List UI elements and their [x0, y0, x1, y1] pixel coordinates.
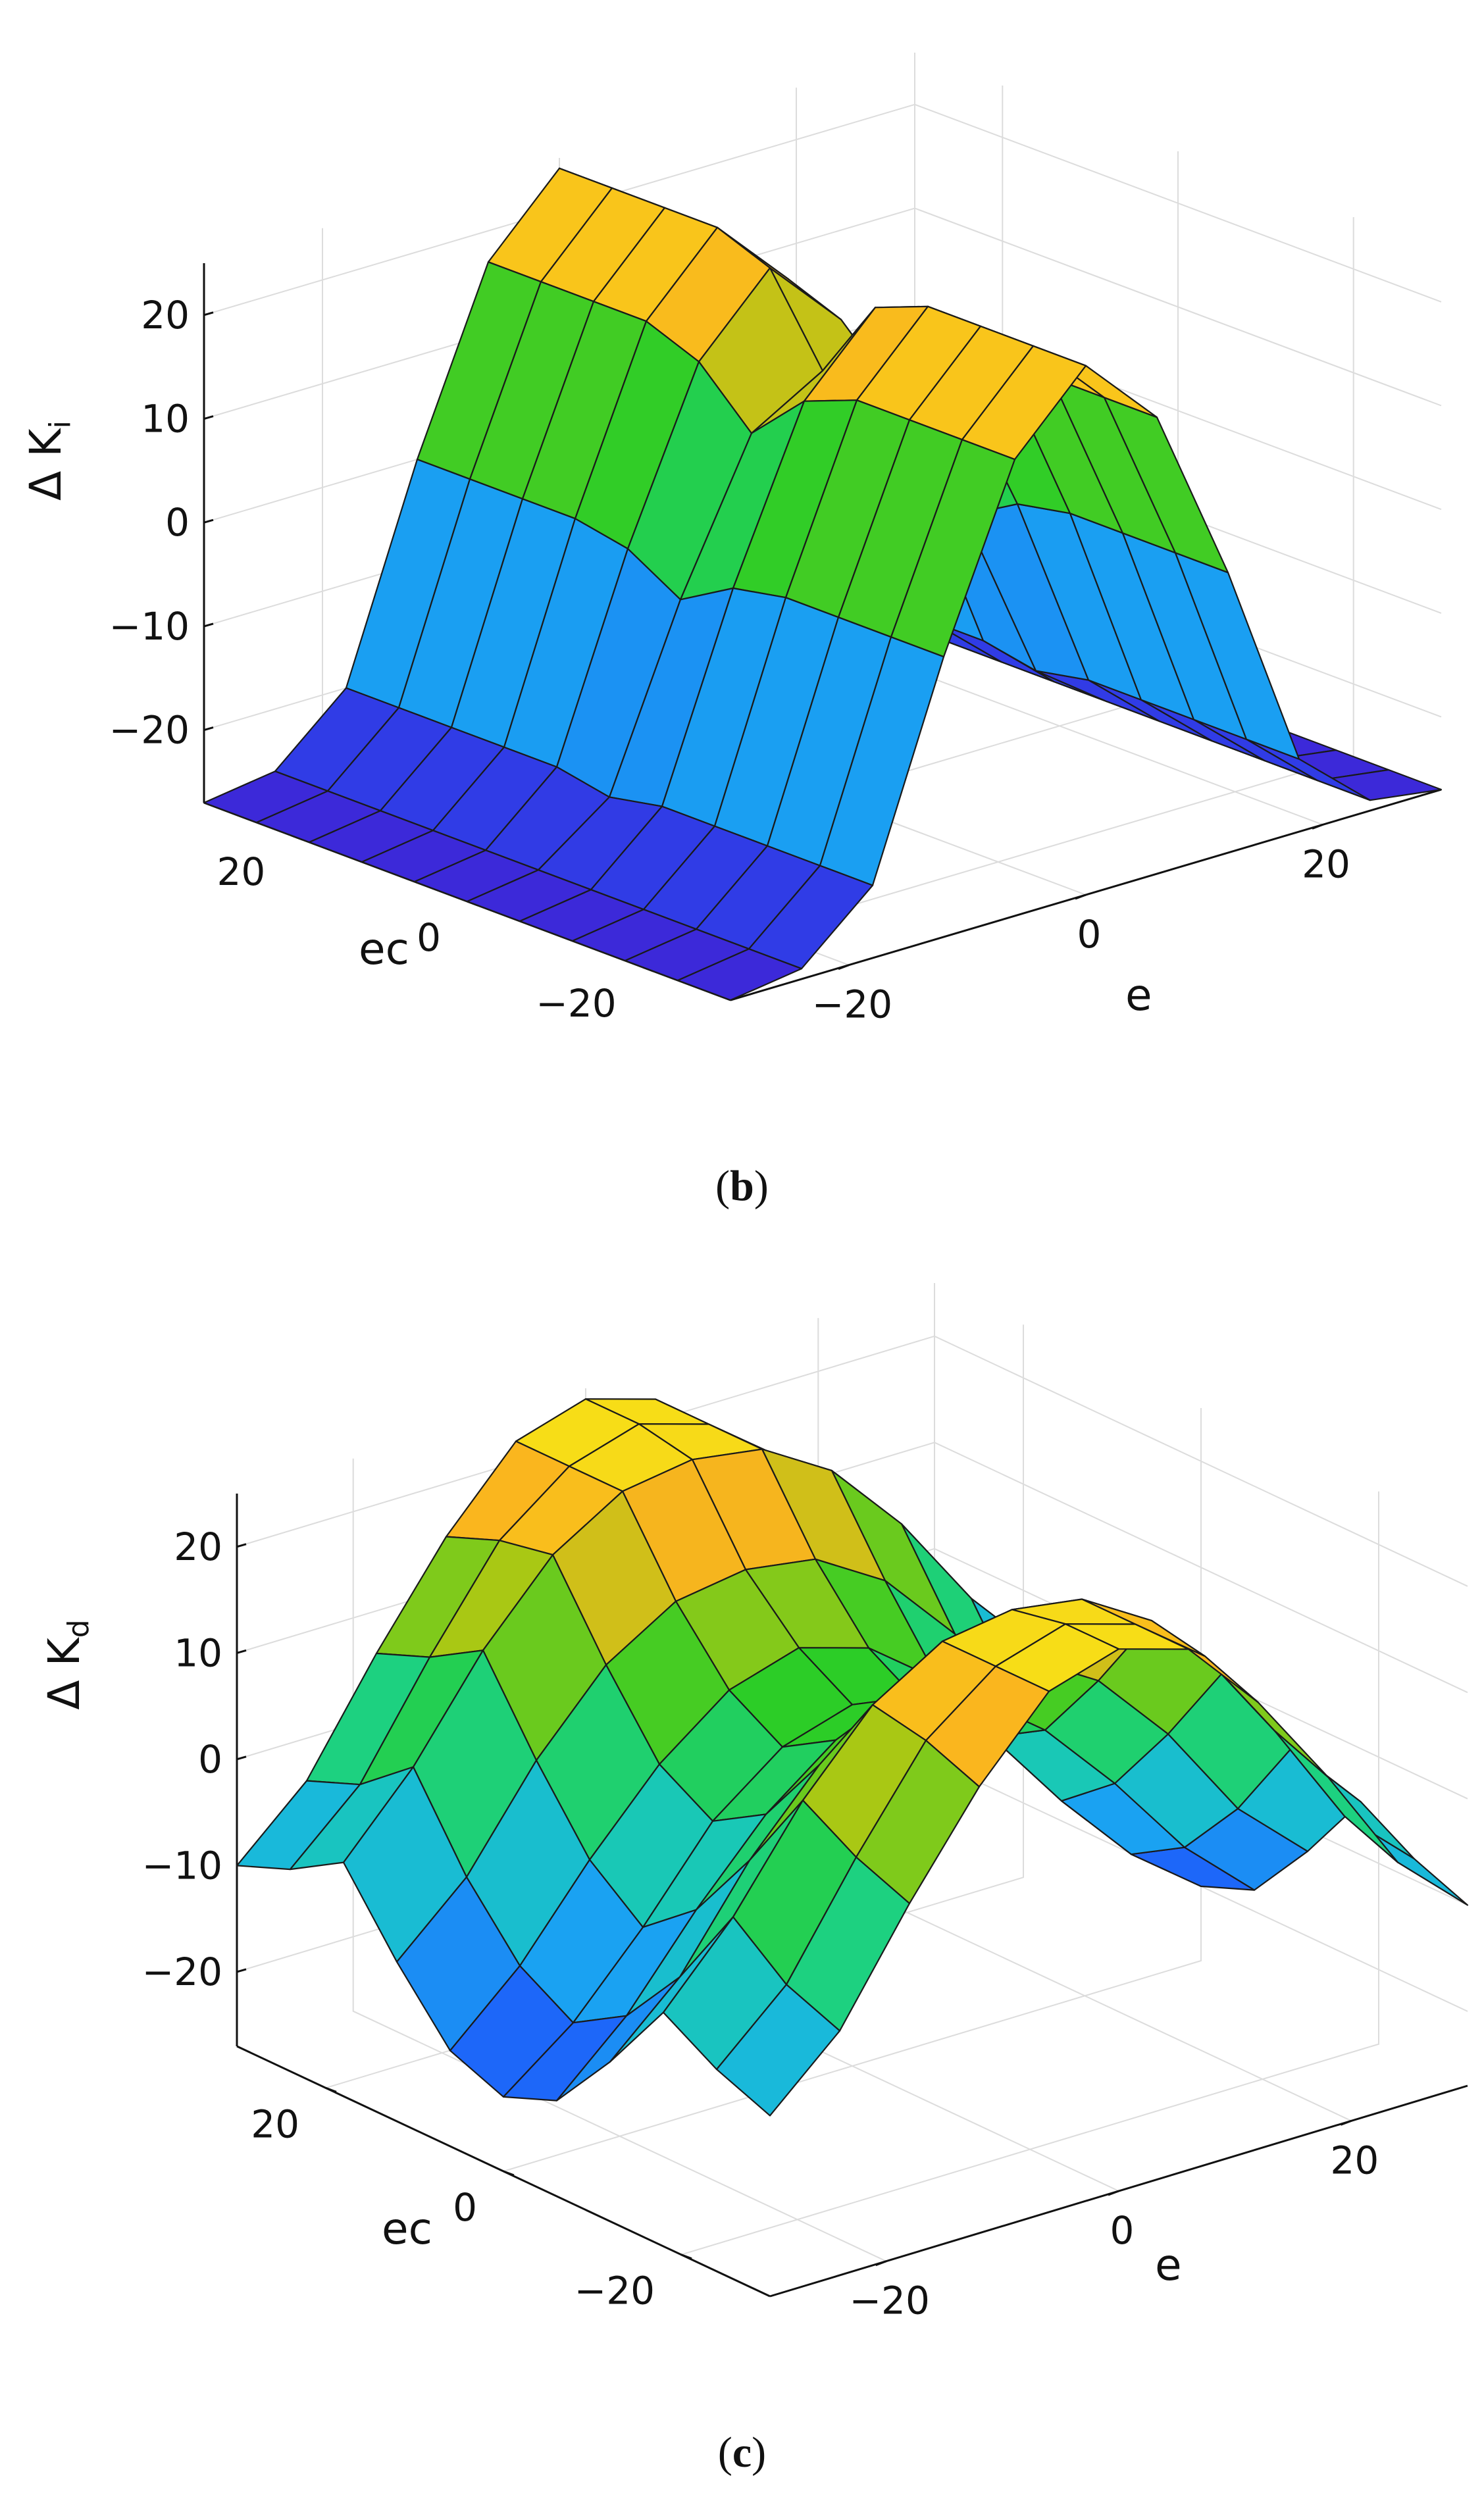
z-tick-label: 20	[141, 293, 190, 338]
x-tick-label: −20	[812, 982, 892, 1027]
grid-line	[680, 1491, 1379, 2255]
y-tick-label: −20	[575, 2269, 655, 2313]
panel-label-b: (b)	[715, 1162, 769, 1210]
z-tick-mark	[203, 415, 214, 420]
x-axis-label: e	[1125, 970, 1152, 1021]
x-tick-mark	[1075, 894, 1087, 900]
y-tick-label: 20	[251, 2102, 299, 2146]
z-tick-label: 0	[198, 1737, 222, 1782]
y-tick-mark	[503, 2170, 515, 2177]
y-tick-mark	[680, 2254, 692, 2260]
z-tick-label: −10	[109, 604, 190, 649]
grid-line	[503, 1408, 1202, 2172]
panel-label-c: (c)	[717, 2429, 767, 2477]
surface-mesh	[203, 167, 1443, 1001]
x-tick-mark	[1340, 2119, 1352, 2126]
z-axis-label: Δ Kd	[39, 1619, 95, 1709]
z-tick-label: 10	[174, 1630, 222, 1675]
surface-plot-c: 20 10 0 −10 −20 20 0 −20 −20 0 20 Δ Kd ec e	[39, 1283, 1469, 2323]
z-tick-mark	[203, 726, 214, 732]
tick-labels: 20 10 0 −10 −20 20 0 −20 −20 0 20	[142, 1525, 1379, 2323]
surface-patch	[715, 1984, 841, 2117]
z-tick-label: 20	[174, 1525, 222, 1569]
surface-plot-b: 20 10 0 −10 −20 20 0 −20 −20 0 20 Δ Ki ec e	[20, 53, 1443, 1027]
y-tick-mark	[325, 2086, 337, 2093]
panel-b: 20 10 0 −10 −20 20 0 −20 −20 0 20 Δ Ki ec e (b)	[0, 0, 1484, 1250]
x-tick-mark	[1312, 823, 1323, 830]
grid-line	[352, 1458, 887, 2262]
x-axis-label: e	[1155, 2240, 1182, 2290]
grid-line	[203, 103, 1442, 316]
y-tick-label: 0	[453, 2185, 477, 2230]
z-tick-label: 10	[141, 397, 190, 441]
x-tick-mark	[875, 2260, 887, 2267]
y-axis-label: ec	[359, 924, 409, 974]
x-tick-label: 0	[1110, 2208, 1135, 2253]
x-tick-mark	[1108, 2190, 1119, 2196]
z-tick-mark	[236, 1543, 247, 1548]
z-tick-mark	[236, 1968, 247, 1973]
y-tick-label: 0	[417, 915, 441, 960]
x-tick-label: 20	[1330, 2138, 1379, 2182]
x-tick-label: 20	[1302, 842, 1350, 886]
z-tick-label: 0	[165, 500, 190, 545]
axes	[236, 1494, 1468, 2298]
y-tick-label: 20	[217, 849, 266, 894]
z-tick-mark	[236, 1649, 247, 1654]
tick-labels: 20 10 0 −10 −20 20 0 −20 −20 0 20	[109, 293, 1350, 1027]
y-tick-label: −20	[536, 981, 616, 1026]
panel-c: 20 10 0 −10 −20 20 0 −20 −20 0 20 Δ Kd ec e (c)	[0, 1270, 1484, 2520]
x-tick-mark	[838, 964, 850, 970]
surface-patch	[677, 948, 803, 1001]
surface-mesh	[236, 1398, 1469, 2117]
z-tick-label: −10	[142, 1843, 222, 1888]
z-tick-mark	[203, 622, 214, 628]
z-tick-mark	[236, 1755, 247, 1761]
z-tick-label: −20	[109, 708, 190, 753]
z-tick-mark	[203, 311, 214, 316]
z-tick-mark	[203, 518, 214, 524]
z-tick-label: −20	[142, 1950, 222, 1994]
z-axis-label: Δ Ki	[20, 420, 77, 501]
x-tick-label: −20	[849, 2279, 929, 2323]
x-tick-label: 0	[1077, 912, 1102, 957]
y-axis-label: ec	[382, 2204, 432, 2254]
